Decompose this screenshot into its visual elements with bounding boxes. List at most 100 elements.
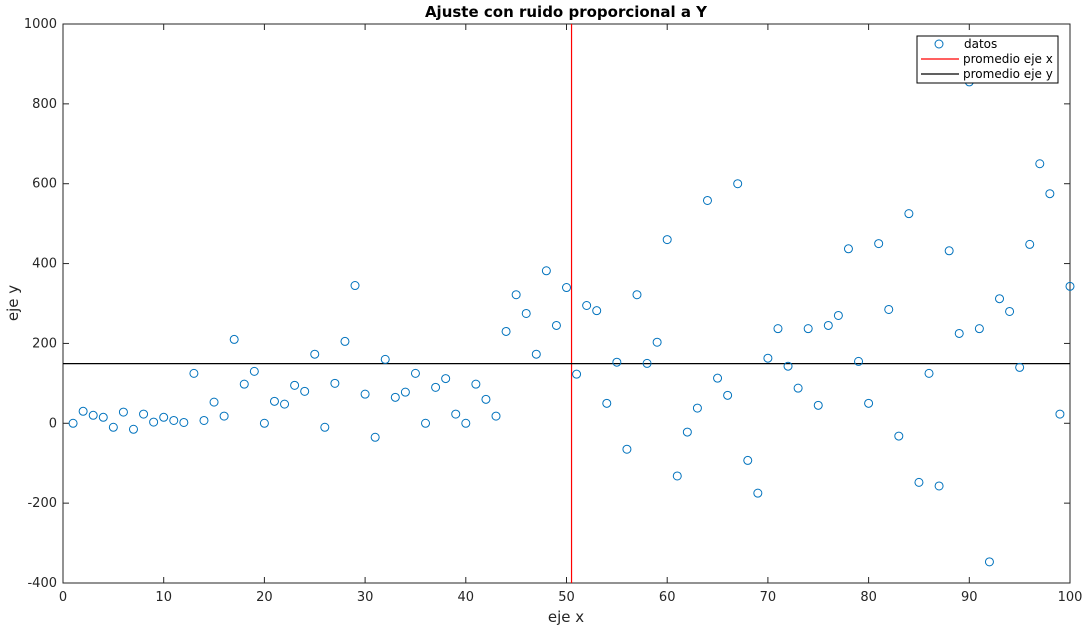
data-point (128, 424, 138, 434)
data-point (1055, 409, 1065, 419)
data-point (864, 398, 874, 408)
data-point (410, 368, 420, 378)
data-point (269, 396, 279, 406)
y-tick-label: 200 (32, 336, 57, 351)
y-axis: -400 -200 0 200 400 600 800 1000 (24, 17, 1070, 591)
data-point (118, 407, 128, 417)
x-tick-label: 30 (357, 590, 374, 605)
chart-title: Ajuste con ruido proporcional a Y (425, 3, 708, 21)
data-point (108, 422, 118, 432)
data-point (642, 358, 652, 368)
x-tick-label: 50 (558, 590, 575, 605)
data-point (390, 392, 400, 402)
data-point (592, 306, 602, 316)
data-point (652, 337, 662, 347)
data-point (753, 488, 763, 498)
data-point (773, 324, 783, 334)
data-point (551, 320, 561, 330)
data-point (179, 417, 189, 427)
data-point (491, 411, 501, 421)
data-point (1065, 281, 1075, 291)
x-tick-label: 70 (760, 590, 777, 605)
data-point (672, 471, 682, 481)
data-point (1015, 362, 1025, 372)
y-tick-label: 600 (32, 177, 57, 192)
legend-label: promedio eje y (963, 67, 1053, 81)
data-point (602, 398, 612, 408)
data-point (995, 294, 1005, 304)
data-point (723, 390, 733, 400)
data-point (431, 382, 441, 392)
x-axis: 0 10 20 30 40 50 60 70 80 90 100 (59, 24, 1082, 605)
data-point (793, 383, 803, 393)
data-point (139, 409, 149, 419)
data-point (149, 417, 159, 427)
data-point (1025, 239, 1035, 249)
data-point (974, 324, 984, 334)
y-tick-label: 800 (32, 97, 57, 112)
legend-label: datos (964, 37, 997, 51)
data-point (199, 415, 209, 425)
x-tick-label: 20 (256, 590, 273, 605)
data-point (511, 290, 521, 300)
x-tick-label: 60 (659, 590, 676, 605)
data-point (632, 290, 642, 300)
data-point (833, 310, 843, 320)
data-point (743, 455, 753, 465)
data-point (1005, 306, 1015, 316)
data-point (924, 368, 934, 378)
data-point (984, 557, 994, 567)
data-point (209, 397, 219, 407)
x-tick-label: 90 (961, 590, 978, 605)
data-point (713, 373, 723, 383)
data-point (441, 374, 451, 384)
data-point (98, 412, 108, 422)
data-point (813, 400, 823, 410)
series-layer (63, 24, 1075, 583)
data-point (451, 409, 461, 419)
data-point (572, 369, 582, 379)
data-point (501, 326, 511, 336)
x-tick-label: 40 (458, 590, 475, 605)
data-point (894, 431, 904, 441)
data-point (159, 412, 169, 422)
data-point (914, 477, 924, 487)
data-point (239, 379, 249, 389)
x-tick-label: 10 (155, 590, 172, 605)
data-point (280, 399, 290, 409)
data-point (662, 235, 672, 245)
data-point (370, 432, 380, 442)
data-point (461, 418, 471, 428)
data-point (350, 281, 360, 291)
data-point (310, 349, 320, 359)
data-point (380, 354, 390, 364)
y-tick-label: 400 (32, 257, 57, 272)
data-point (1035, 159, 1045, 169)
data-point (360, 389, 370, 399)
data-point (340, 336, 350, 346)
data-point (521, 308, 531, 318)
data-point (400, 387, 410, 397)
data-point (481, 394, 491, 404)
data-point (843, 244, 853, 254)
data-point (562, 283, 571, 293)
plot-area (62, 23, 1071, 584)
x-tick-label: 80 (860, 590, 877, 605)
data-point (78, 406, 88, 416)
data-point (692, 403, 702, 413)
data-point (823, 320, 833, 330)
data-point (330, 378, 340, 388)
data-point (290, 380, 300, 390)
data-point (803, 324, 813, 334)
x-tick-label: 0 (59, 590, 67, 605)
data-point (884, 304, 894, 314)
x-axis-label: eje x (548, 608, 584, 626)
data-point (320, 422, 330, 432)
data-point (1045, 189, 1055, 199)
data-point (854, 356, 864, 366)
data-point (904, 209, 914, 219)
y-tick-label: -200 (27, 496, 57, 511)
data-point (541, 266, 551, 276)
y-tick-label: 1000 (24, 17, 57, 32)
